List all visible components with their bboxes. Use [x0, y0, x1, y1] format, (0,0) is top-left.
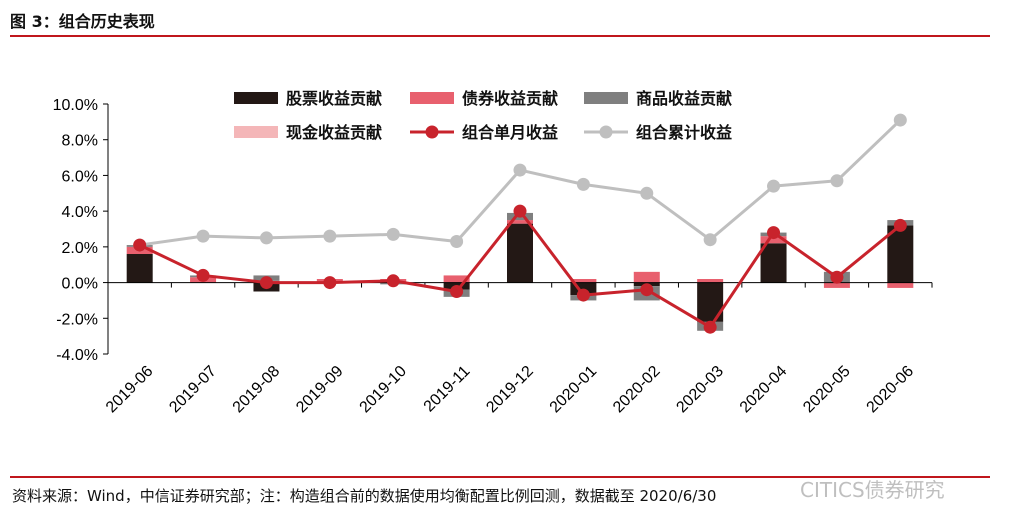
data-point [323, 276, 337, 290]
bar [507, 220, 533, 224]
y-axis: 10.0% 8.0% 6.0% 4.0% 2.0% 0.0% -2.0% -4.0% [53, 97, 109, 364]
lines [133, 113, 907, 334]
y-tick-label: -2.0% [56, 311, 98, 328]
x-tick-label: 2019-07 [166, 363, 220, 417]
x-tick-label: 2020-01 [547, 363, 601, 417]
data-point [323, 229, 337, 243]
bar [570, 279, 597, 283]
top-rule [10, 35, 990, 37]
data-point [703, 233, 717, 247]
data-point [259, 231, 273, 245]
x-axis: 2019-06 2019-07 2019-08 2019-09 2019-10 2019-… [103, 282, 933, 417]
x-tick-label: 2019-11 [421, 363, 474, 416]
y-tick-label: -4.0% [56, 347, 98, 364]
bar [633, 271, 660, 283]
data-point [893, 218, 907, 232]
data-point [640, 283, 654, 297]
bar [887, 282, 914, 288]
legend-swatch [410, 92, 454, 104]
x-tick-label: 2020-06 [864, 363, 918, 417]
bar [760, 243, 787, 283]
bottom-rule [10, 476, 990, 478]
bar [823, 282, 850, 288]
bar [760, 236, 787, 244]
data-point [767, 179, 781, 193]
data-point [830, 270, 844, 284]
data-point [640, 186, 654, 200]
x-tick-label: 2020-02 [610, 363, 664, 417]
data-point [450, 235, 464, 248]
data-point [513, 204, 527, 218]
y-tick-label: 6.0% [62, 168, 98, 185]
legend-label: 股票收益贡献 [286, 89, 382, 108]
y-tick-label: 10.0% [53, 97, 98, 114]
data-point [893, 113, 907, 127]
data-point [830, 174, 844, 188]
legend-label: 组合累计收益 [636, 123, 732, 142]
x-tick-label: 2019-10 [357, 363, 411, 417]
x-tick-label: 2019-08 [230, 363, 284, 417]
data-point [576, 288, 590, 302]
legend-marker [599, 125, 613, 139]
bar [443, 275, 470, 283]
data-point [386, 274, 400, 288]
x-tick-label: 2019-06 [103, 363, 157, 417]
data-point [259, 276, 273, 290]
figure-title: 图 3：组合历史表现 [10, 12, 155, 31]
data-point [576, 177, 590, 191]
legend-swatch [234, 126, 278, 138]
legend-swatch [234, 92, 278, 104]
data-point [767, 226, 781, 240]
data-point [196, 229, 210, 243]
y-tick-label: 2.0% [62, 240, 98, 257]
data-point [196, 268, 210, 282]
bar [126, 254, 153, 283]
data-point [133, 238, 147, 252]
data-point [703, 320, 717, 334]
data-point [386, 227, 400, 241]
bar [507, 223, 533, 283]
x-tick-label: 2020-03 [673, 363, 727, 417]
y-tick-label: 8.0% [62, 133, 98, 150]
watermark: CITICS债券研究 [800, 478, 945, 502]
x-tick-label: 2019-09 [293, 363, 347, 417]
x-tick-label: 2020-04 [737, 363, 791, 417]
x-tick-label: 2019-12 [483, 363, 537, 417]
bar [697, 279, 724, 283]
y-tick-label: 4.0% [62, 204, 98, 221]
bar [887, 225, 914, 283]
x-tick-label: 2020-05 [800, 363, 854, 417]
bars [126, 212, 914, 331]
legend-label: 组合单月收益 [462, 123, 558, 142]
y-tick-label: 0.0% [62, 276, 98, 293]
legend-swatch [584, 92, 628, 104]
source-note: 资料来源：Wind，中信证券研究部；注：构造组合前的数据使用均衡配置比例回测，数… [12, 487, 717, 505]
legend-label: 现金收益贡献 [286, 123, 382, 142]
legend-marker [425, 125, 439, 139]
legend-label: 债券收益贡献 [462, 89, 558, 108]
data-point [450, 285, 464, 298]
legend-label: 商品收益贡献 [636, 89, 732, 108]
data-point [513, 163, 527, 177]
